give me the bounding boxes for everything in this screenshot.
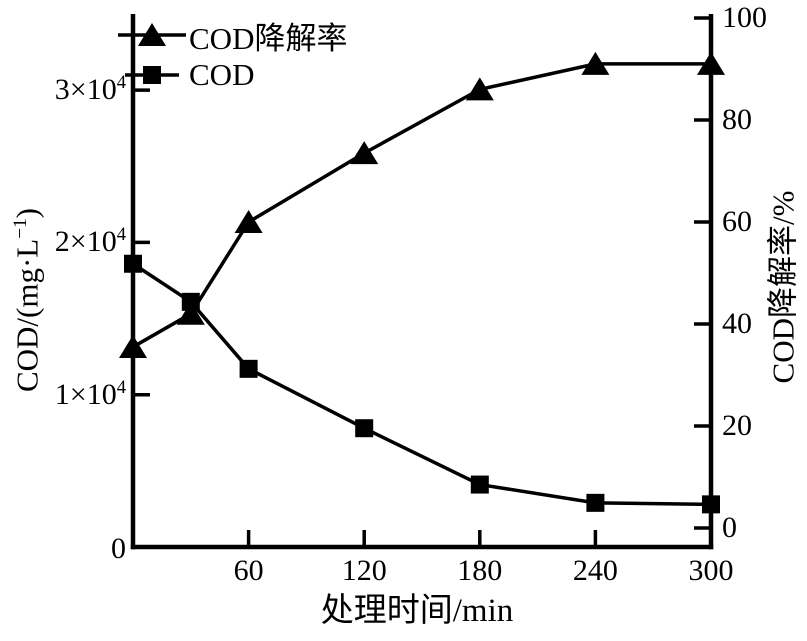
- x-axis-tick-label-text: 240: [572, 554, 618, 587]
- legend-label-cod-degradation-rate: COD降解率: [189, 20, 348, 56]
- data-point-triangle: [234, 210, 263, 233]
- data-point-triangle: [697, 51, 725, 75]
- right-axis-tick-label-text: 100: [722, 1, 767, 34]
- data-point-triangle: [176, 301, 205, 325]
- data-point-square: [124, 254, 142, 273]
- left-axis-tick-label: 3×104: [54, 72, 126, 107]
- data-point-square: [355, 419, 374, 438]
- data-point-triangle: [119, 334, 147, 358]
- triangle-marker-icon: [118, 23, 186, 46]
- right-axis-tick-label-text: 60: [722, 205, 752, 238]
- left-axis-title-base: COD/(mg·L: [9, 238, 45, 393]
- legend-label-cod: COD: [189, 57, 255, 92]
- data-point-square: [586, 493, 605, 512]
- left-axis-tick-label: 0: [111, 534, 126, 564]
- x-axis-title: 处理时间/min: [320, 593, 514, 629]
- data-point-triangle: [581, 51, 610, 75]
- x-axis-tick-label-text: 180: [457, 554, 503, 587]
- data-point-square: [239, 359, 258, 378]
- left-axis-tick-label-superscript: 4: [116, 72, 126, 94]
- left-axis-title: COD/(mg·L−1): [9, 207, 45, 393]
- left-axis-tick-label-superscript: 4: [116, 376, 126, 398]
- left-axis-tick-label-text: 1×10: [54, 377, 117, 411]
- right-axis-title: COD降解率/%: [765, 190, 801, 384]
- left-axis-title-superscript: −1: [10, 218, 32, 239]
- right-axis-tick-label: 100: [722, 3, 767, 33]
- x-axis-tick-label-text: 300: [688, 554, 734, 587]
- data-point-square: [470, 475, 489, 494]
- legend-item-cod-degradation-rate: COD降解率: [117, 15, 348, 56]
- series-line-cod-degradation-rate: [132, 62, 711, 349]
- x-axis-tick-label: 60: [234, 556, 264, 586]
- data-point-triangle: [350, 141, 379, 165]
- left-axis-tick-label-text: 0: [111, 532, 126, 565]
- right-axis-tick-label: 60: [722, 207, 752, 237]
- data-point-triangle: [465, 77, 494, 101]
- x-axis-tick-label-text: 120: [341, 554, 387, 587]
- right-axis-tick-label-text: 20: [722, 409, 752, 442]
- x-axis-tick-label: 180: [457, 556, 502, 586]
- x-axis-tick-label: 120: [342, 556, 387, 586]
- left-axis-tick-label-superscript: 4: [116, 224, 126, 246]
- left-axis-tick-label-text: 3×10: [54, 73, 117, 107]
- series-line-cod: [132, 262, 712, 507]
- right-axis-tick-label-text: 80: [722, 103, 752, 136]
- left-axis-tick-label: 2×104: [54, 224, 126, 259]
- x-axis-tick-label: 240: [573, 556, 618, 586]
- right-axis-tick-label-text: 40: [722, 307, 752, 340]
- right-axis-tick-label-text: 0: [722, 511, 737, 544]
- right-axis-tick-label: 20: [722, 411, 752, 441]
- data-point-square: [181, 292, 200, 311]
- legend-item-cod: COD: [117, 55, 347, 95]
- right-axis-tick-label: 40: [722, 309, 752, 339]
- x-axis-tick-label: 300: [689, 556, 734, 586]
- right-axis-tick-label: 0: [722, 513, 737, 543]
- x-axis-tick-label-text: 60: [233, 554, 264, 587]
- legend: COD降解率 COD: [117, 15, 347, 95]
- left-axis-title-close: ): [9, 207, 45, 219]
- square-marker-icon: [125, 66, 179, 84]
- data-point-square: [702, 495, 720, 514]
- left-axis-tick-label: 1×104: [54, 376, 126, 411]
- right-axis-tick-label: 80: [722, 105, 752, 135]
- left-axis-tick-label-text: 2×10: [54, 225, 117, 259]
